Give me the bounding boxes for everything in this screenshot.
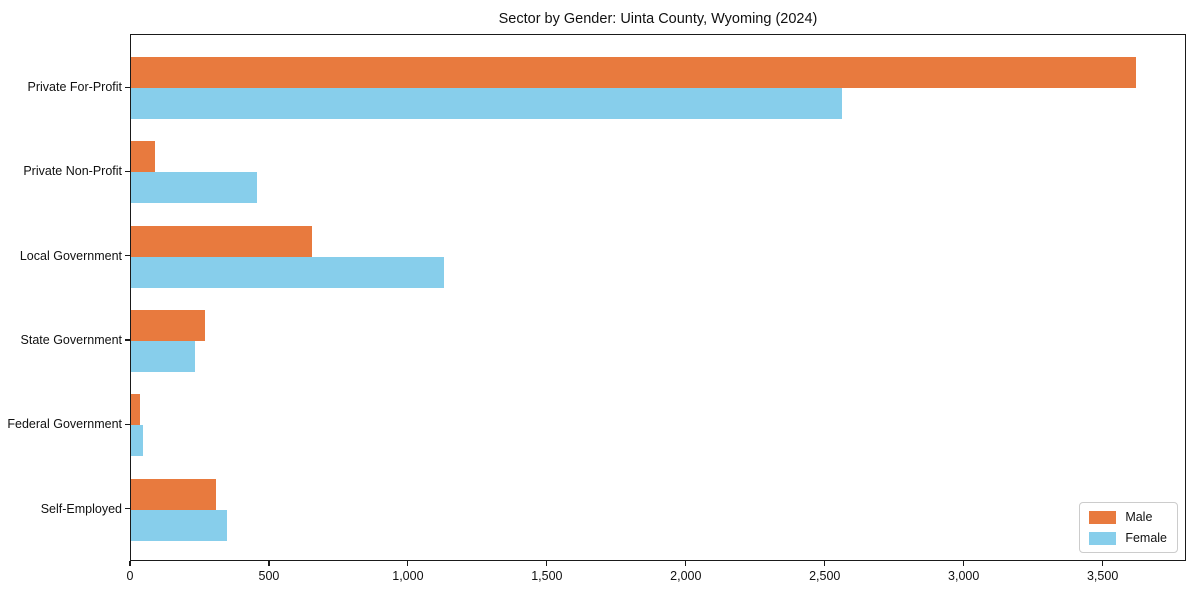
x-tick-mark xyxy=(407,561,409,566)
bar-female-6 xyxy=(131,509,227,541)
bar-male-4 xyxy=(131,309,205,341)
x-tick-mark xyxy=(268,561,270,566)
bar-male-5 xyxy=(131,394,140,426)
y-axis-label: Private For-Profit xyxy=(27,80,122,94)
bar-female-3 xyxy=(131,256,444,288)
y-axis-label: Local Government xyxy=(19,248,122,263)
y-tick-mark xyxy=(125,86,130,88)
x-tick-mark xyxy=(129,561,131,566)
x-tick-label: 3,000 xyxy=(948,569,980,583)
bar-female-4 xyxy=(131,340,195,372)
x-tick-mark xyxy=(1102,561,1104,566)
legend-label: Male xyxy=(1125,510,1153,524)
y-axis-label: Federal Government xyxy=(7,417,122,432)
x-tick-label: 2,000 xyxy=(670,569,702,583)
x-tick-label: 2,500 xyxy=(809,569,841,583)
y-axis-label: State Government xyxy=(20,332,122,347)
bar-female-5 xyxy=(131,425,143,457)
bar-male-1 xyxy=(131,57,1136,88)
bar-male-3 xyxy=(131,225,312,257)
x-tick-label: 3,500 xyxy=(1086,569,1119,583)
bar-female-2 xyxy=(131,172,258,204)
x-tick-mark xyxy=(963,561,965,566)
x-tick-mark xyxy=(685,561,687,566)
x-tick-mark xyxy=(824,561,826,566)
x-tick-label: 1,000 xyxy=(392,569,424,583)
x-tick-label: 1,500 xyxy=(531,569,563,583)
bar-male-6 xyxy=(131,478,216,510)
y-tick-mark xyxy=(125,170,130,172)
y-tick-mark xyxy=(125,423,130,425)
legend-label: Female xyxy=(1125,531,1167,545)
x-tick-label: 500 xyxy=(258,569,280,583)
bar-female-1 xyxy=(131,88,843,119)
legend-swatch-female xyxy=(1089,531,1117,545)
y-tick-mark xyxy=(125,508,130,510)
bar-male-2 xyxy=(131,141,155,173)
y-tick-mark xyxy=(125,255,130,257)
y-tick-mark xyxy=(125,339,130,341)
chart-title: Sector by Gender: Uinta County, Wyoming … xyxy=(498,11,818,27)
legend: Male Female xyxy=(1079,502,1178,553)
y-axis-label: Private Non-Profit xyxy=(23,164,122,179)
y-axis-label: Self-Employed xyxy=(40,501,122,516)
x-tick-mark xyxy=(546,561,548,566)
legend-item-female: Female xyxy=(1089,531,1167,545)
legend-item-male: Male xyxy=(1089,510,1167,524)
legend-swatch-male xyxy=(1089,510,1117,524)
plot-area: Male Female xyxy=(130,34,1186,561)
x-tick-label: 0 xyxy=(126,569,134,583)
